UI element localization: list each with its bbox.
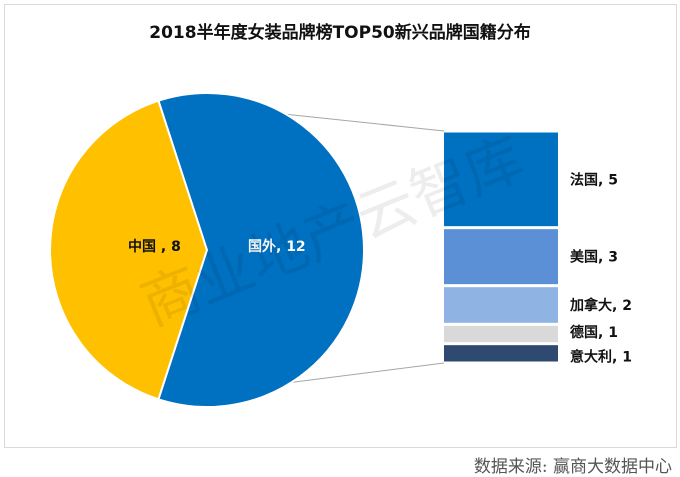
chart-title: 2018半年度女装品牌榜TOP50新兴品牌国籍分布 <box>149 23 531 43</box>
chart-frame <box>4 4 677 448</box>
pie-slice-foreign <box>157 92 365 408</box>
bar-label-2: 加拿大, 2 <box>569 297 632 314</box>
bar-segment-1 <box>444 229 558 285</box>
bar-label-1: 美国, 3 <box>570 249 618 266</box>
bar-label-3: 德国, 1 <box>570 324 618 341</box>
pie-label-china: 中国 , 8 <box>128 238 181 255</box>
data-source: 数据来源: 赢商大数据中心 <box>473 457 672 477</box>
bar-label-0: 法国, 5 <box>570 171 618 188</box>
bar-label-4: 意大利, 1 <box>570 348 632 365</box>
bar-segment-2 <box>444 287 558 323</box>
pie-label-foreign: 国外, 12 <box>248 238 306 255</box>
bar-segment-3 <box>444 325 558 343</box>
pie-slice-china <box>48 99 209 401</box>
bar-segment-4 <box>444 345 558 362</box>
bar-segment-0 <box>444 132 558 227</box>
